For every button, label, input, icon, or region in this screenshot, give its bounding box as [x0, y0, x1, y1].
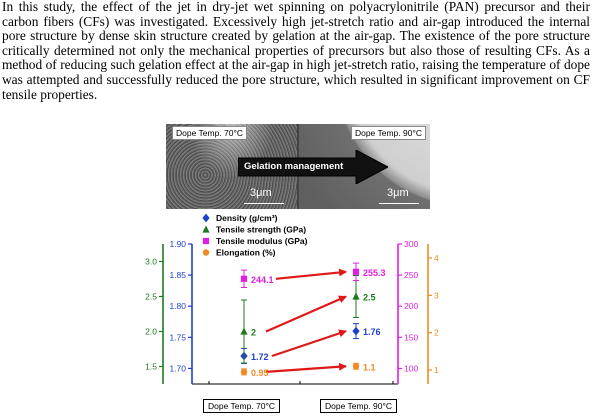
micrograph-figure: Dope Temp. 70°C Dope Temp. 90°C Gelation…	[166, 124, 430, 209]
strength-data-point	[352, 292, 360, 300]
gelation-arrow-icon	[238, 150, 388, 184]
strength-tick-label: 2.5	[145, 292, 157, 302]
density-data-label: 1.76	[363, 327, 381, 337]
elongation-tick-label: 3	[434, 290, 439, 300]
modulus-tick-label: 150	[404, 332, 418, 342]
chart-legend: Density (g/cm³) Tensile strength (GPa)Ten…	[202, 213, 308, 258]
legend-density-marker	[202, 213, 210, 223]
legend-strength-marker	[202, 225, 210, 233]
strength-data-point	[240, 327, 248, 335]
scale-text-right: 3μm	[387, 187, 409, 199]
modulus-tick-label: 300	[404, 239, 418, 249]
strength-tick-label: 2.0	[145, 327, 157, 337]
modulus-tick-label: 250	[404, 270, 418, 280]
strength-data-label: 2.5	[363, 293, 376, 303]
density-trend-arrow	[271, 329, 347, 358]
density-tick-label: 1.80	[169, 301, 186, 311]
elongation-tick-label: 2	[434, 328, 439, 338]
modulus-data-label: 244.1	[251, 275, 274, 285]
density-data-point	[352, 326, 360, 336]
legend-modulus-label: Tensile modulus (GPa)	[216, 236, 308, 246]
modulus-trend-arrow	[275, 268, 347, 280]
category-label-90c: Dope Temp. 90°C	[320, 399, 398, 413]
strength-trend-arrow	[265, 295, 347, 333]
legend-strength-label: Tensile strength (GPa)	[216, 225, 306, 235]
scale-bar-left	[244, 203, 284, 204]
elongation-data-point	[240, 368, 248, 376]
elongation-data-label: 1.1	[363, 362, 376, 372]
elongation-tick-label: 4	[434, 253, 439, 263]
strength-tick-label: 3.0	[145, 257, 157, 267]
strength-data-label: 2	[251, 328, 256, 338]
elongation-data-label: 0.95	[251, 368, 269, 378]
elongation-trend-arrow	[265, 362, 347, 373]
modulus-data-label: 255.3	[363, 268, 386, 278]
scale-text-left: 3μm	[250, 187, 272, 199]
modulus-tick-label: 100	[404, 363, 418, 373]
modulus-data-point	[352, 268, 360, 275]
legend-modulus-marker	[202, 237, 210, 245]
density-tick-label: 1.75	[169, 332, 186, 342]
micrograph-left-label: Dope Temp. 70°C	[172, 126, 248, 140]
category-label-70c: Dope Temp. 70°C	[203, 399, 281, 413]
legend-elongation-marker	[202, 249, 210, 256]
modulus-tick-label: 200	[404, 301, 418, 311]
elongation-tick-label: 1	[434, 365, 439, 375]
legend-elongation-label: Elongation (%)	[216, 248, 276, 258]
density-data-label: 1.72	[251, 352, 269, 362]
gelation-management-label: Gelation management	[244, 161, 344, 172]
density-tick-label: 1.85	[169, 270, 186, 280]
density-tick-label: 1.90	[169, 239, 186, 249]
strength-tick-label: 1.5	[145, 362, 157, 372]
density-tick-label: 1.70	[169, 363, 186, 373]
micrograph-right-label: Dope Temp. 90°C	[350, 126, 426, 140]
modulus-data-point	[240, 275, 248, 282]
abstract-text: In this study, the effect of the jet in …	[2, 0, 590, 102]
elongation-data-point	[352, 363, 360, 370]
legend-density-label: Density (g/cm³)	[216, 213, 278, 223]
scale-bar-right	[379, 203, 419, 204]
